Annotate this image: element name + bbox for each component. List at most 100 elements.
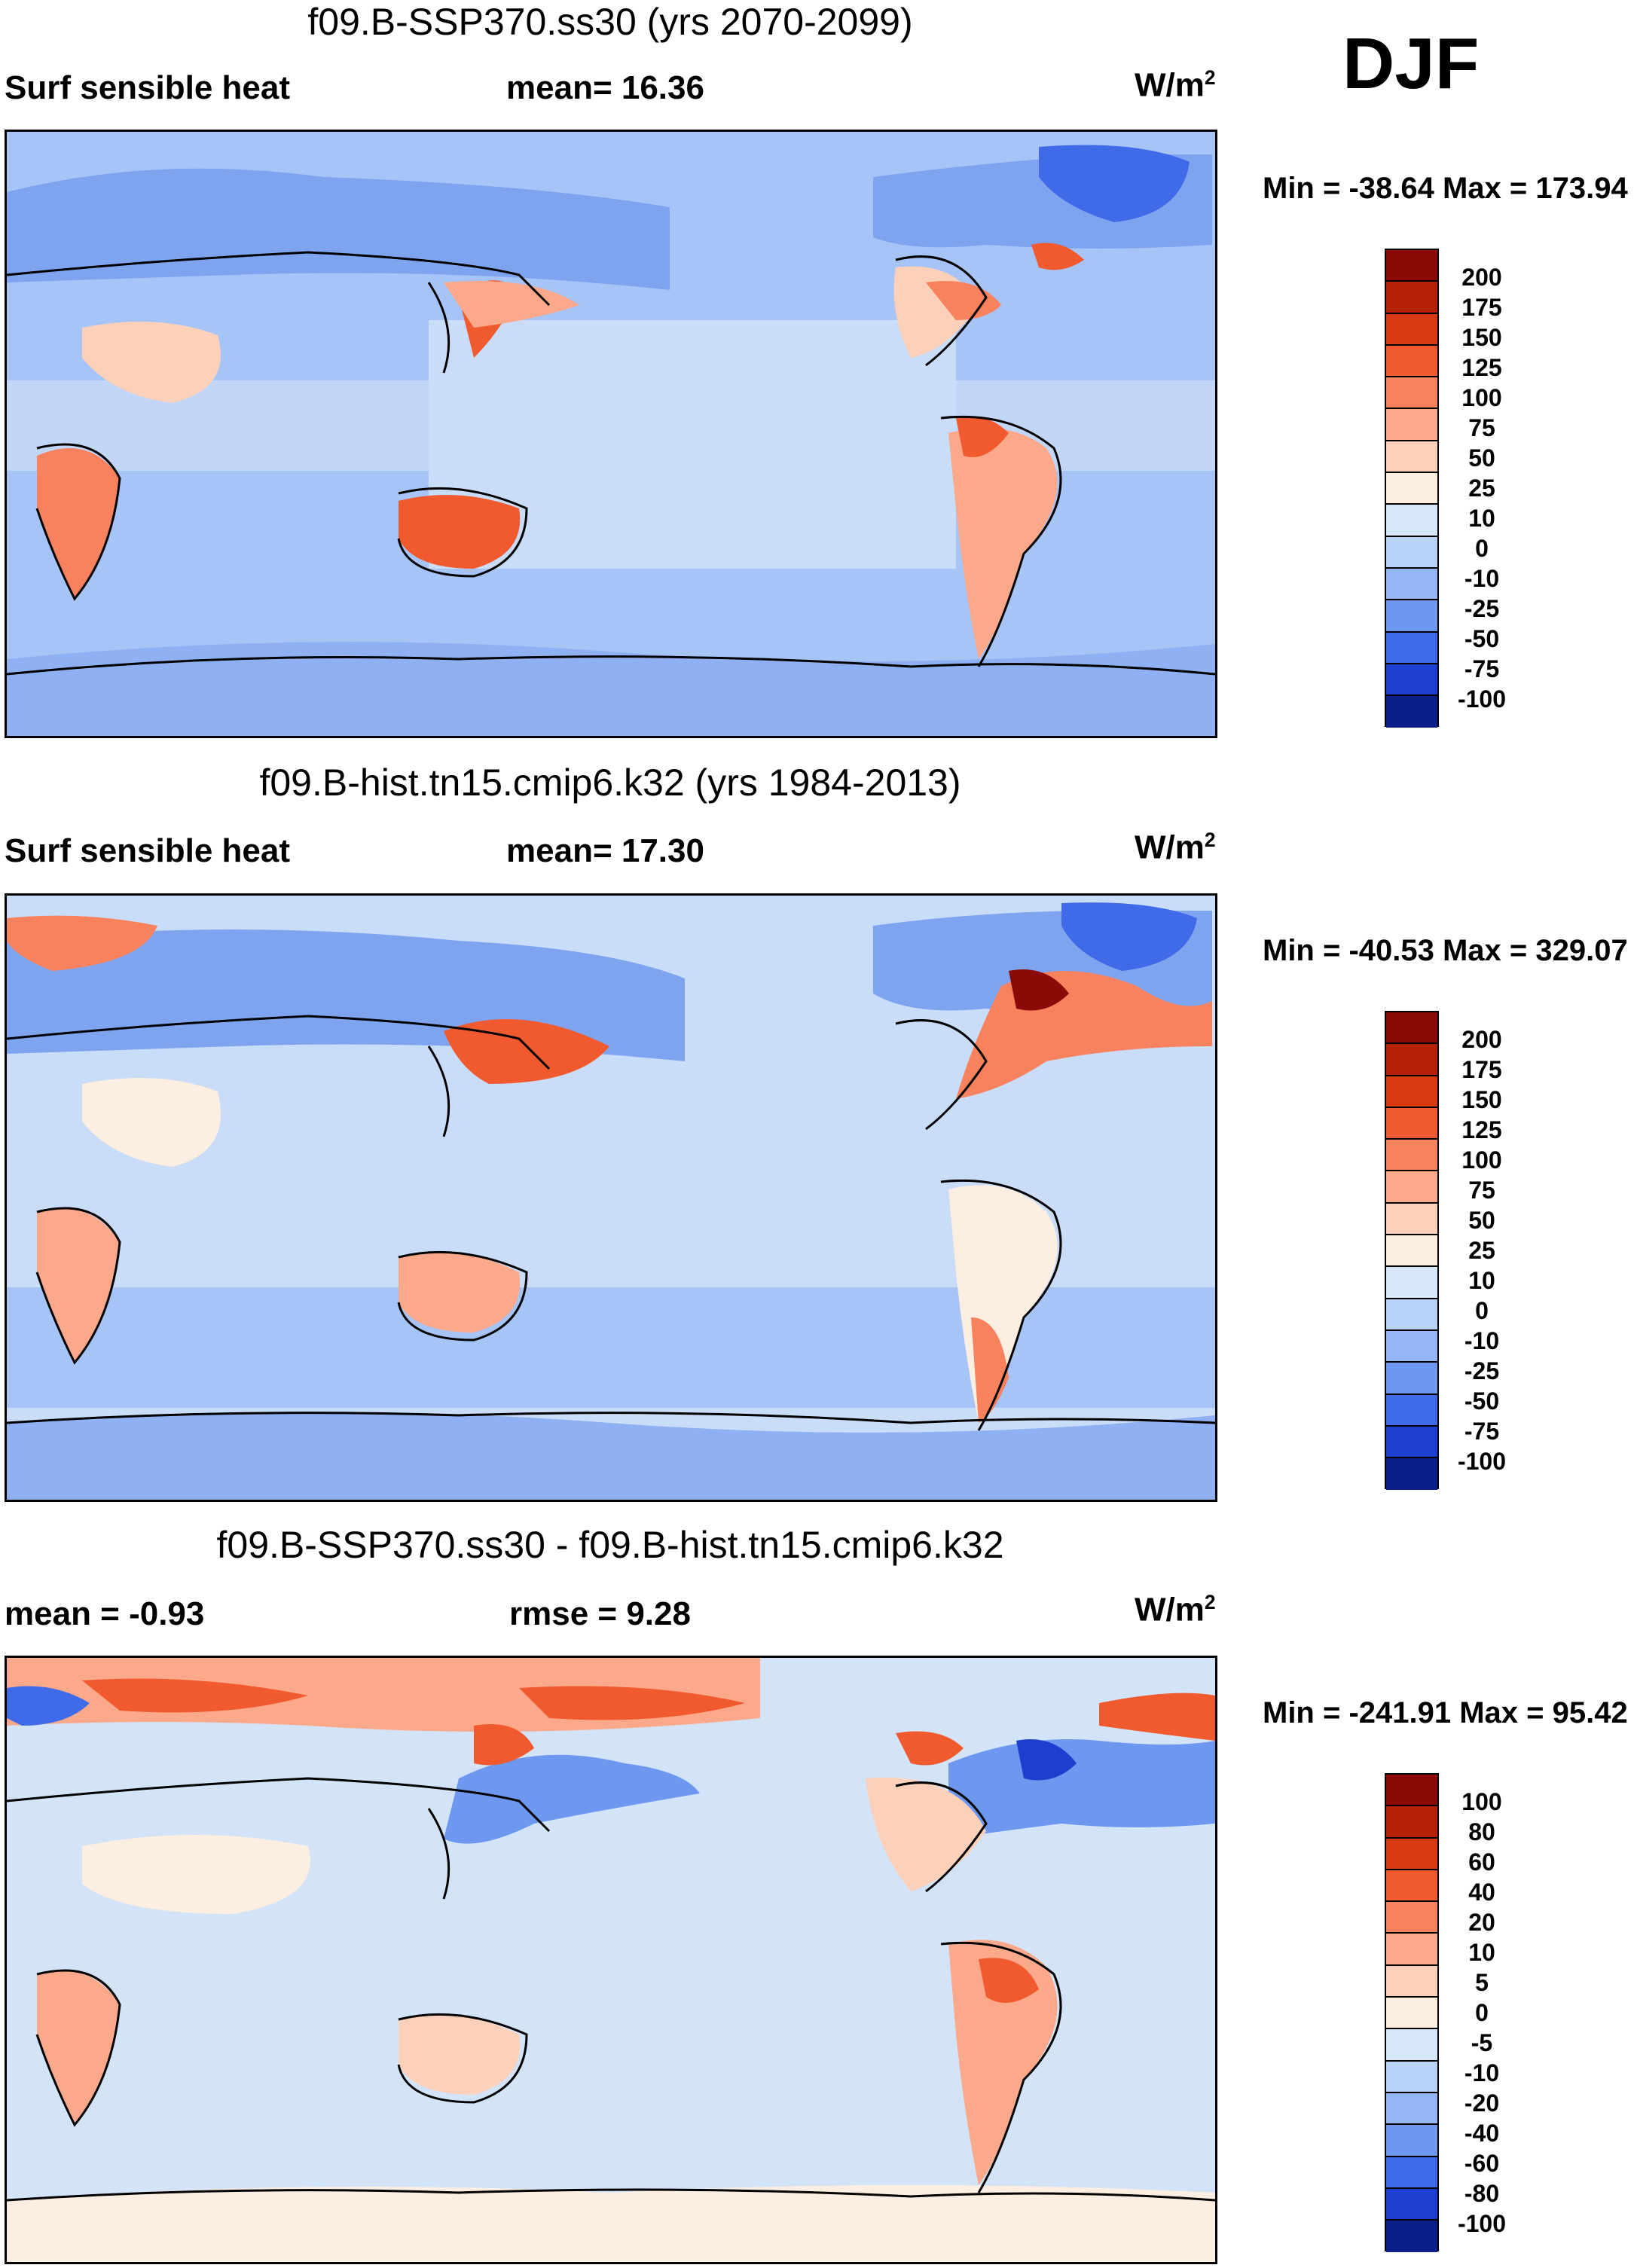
colorbar-tick: -25 [1464,595,1500,622]
colorbar-tick: 80 [1468,1818,1495,1845]
panel2-units: W/m2 [1135,829,1216,866]
colorbar-tick: 75 [1468,414,1495,441]
colorbar-swatch [1386,1299,1437,1331]
colorbar-tick: -40 [1464,2120,1500,2147]
colorbar-swatch [1386,1203,1437,1236]
colorbar-tick: -10 [1464,565,1500,592]
panel1-colorbar [1385,249,1439,728]
colorbar-swatch [1386,1806,1437,1839]
panel3-colorbar [1385,1773,1439,2253]
colorbar-swatch [1386,2188,1437,2221]
colorbar-tick: 25 [1468,475,1495,502]
colorbar-swatch [1386,345,1437,378]
colorbar-swatch [1386,1838,1437,1870]
colorbar-swatch [1386,632,1437,664]
colorbar-tick: -75 [1464,655,1500,682]
colorbar-swatch [1386,2221,1437,2253]
colorbar-tick: -25 [1464,1357,1500,1384]
colorbar-swatch [1386,1107,1437,1140]
colorbar-tick: 75 [1468,1177,1495,1204]
panel2-title: f09.B-hist.tn15.cmip6.k32 (yrs 1984-2013… [259,762,961,804]
panel1-map [5,130,1217,738]
colorbar-swatch [1386,536,1437,569]
colorbar-tick: -60 [1464,2150,1500,2177]
colorbar-swatch [1386,2061,1437,2093]
colorbar-tick: -50 [1464,1387,1500,1415]
colorbar-swatch [1386,1934,1437,1966]
panel1-variable-label: Surf sensible heat [5,69,291,106]
colorbar-tick: 5 [1475,1969,1489,1996]
colorbar-swatch [1386,2157,1437,2189]
colorbar-swatch [1386,1171,1437,1204]
panel1-min-max: Min = -38.64 Max = 173.94 [1263,172,1628,205]
colorbar-swatch [1386,473,1437,505]
colorbar-swatch [1386,1998,1437,2030]
colorbar-tick: -20 [1464,2089,1500,2117]
colorbar-swatch [1386,664,1437,697]
colorbar-tick: -100 [1457,2210,1507,2237]
colorbar-swatch [1386,250,1437,282]
colorbar-tick: 10 [1468,1939,1495,1966]
colorbar-tick: 60 [1468,1848,1495,1876]
colorbar-tick: -50 [1464,625,1500,652]
colorbar-tick: 150 [1461,324,1502,351]
colorbar-tick: 175 [1461,1056,1502,1083]
colorbar-tick: 0 [1475,1297,1489,1324]
colorbar-tick: 125 [1461,1116,1502,1143]
season-label: DJF [1342,23,1480,104]
colorbar-swatch [1386,1965,1437,1998]
colorbar-tick: -100 [1457,1448,1507,1475]
colorbar-swatch [1386,568,1437,601]
colorbar-swatch [1386,1140,1437,1172]
colorbar-swatch [1386,409,1437,441]
colorbar-tick: 175 [1461,294,1502,321]
colorbar-tick: -10 [1464,2059,1500,2086]
colorbar-tick: 100 [1461,384,1502,411]
colorbar-tick: 20 [1468,1909,1495,1936]
colorbar-swatch [1386,1775,1437,1807]
colorbar-tick: 100 [1461,1146,1502,1174]
colorbar-swatch [1386,377,1437,410]
colorbar-tick: -80 [1464,2180,1500,2207]
colorbar-tick: 10 [1468,505,1495,532]
panel2-map [5,893,1217,1502]
colorbar-swatch [1386,2125,1437,2157]
panel3-mean-label: mean = -0.93 [5,1595,205,1632]
colorbar-swatch [1386,1076,1437,1108]
colorbar-tick: 0 [1475,535,1489,562]
colorbar-swatch [1386,1044,1437,1076]
colorbar-tick: -5 [1471,2029,1493,2056]
colorbar-tick: 50 [1468,1207,1495,1234]
colorbar-swatch [1386,1235,1437,1268]
colorbar-swatch [1386,1426,1437,1459]
colorbar-tick: 100 [1461,1788,1502,1815]
panel2-colorbar [1385,1011,1439,1491]
panel2-min-max: Min = -40.53 Max = 329.07 [1263,934,1628,967]
colorbar-swatch [1386,505,1437,537]
colorbar-swatch [1386,2092,1437,2126]
colorbar-swatch [1386,441,1437,474]
panel3-units: W/m2 [1135,1591,1216,1629]
colorbar-tick: 200 [1461,264,1502,291]
colorbar-swatch [1386,696,1437,728]
colorbar-swatch [1386,1363,1437,1395]
colorbar-tick: 0 [1475,1999,1489,2026]
colorbar-tick: 150 [1461,1086,1502,1113]
colorbar-tick: 25 [1468,1237,1495,1264]
colorbar-swatch [1386,1012,1437,1045]
panel3-map [5,1656,1217,2264]
colorbar-tick: 40 [1468,1879,1495,1906]
colorbar-tick: 10 [1468,1267,1495,1294]
colorbar-swatch [1386,1267,1437,1299]
panel2-mean-label: mean= 17.30 [506,832,704,869]
colorbar-tick: 125 [1461,354,1502,381]
panel2-variable-label: Surf sensible heat [5,832,291,869]
colorbar-tick: 50 [1468,444,1495,472]
colorbar-swatch [1386,282,1437,314]
colorbar-swatch [1386,1394,1437,1427]
colorbar-tick: -100 [1457,685,1507,713]
colorbar-swatch [1386,1870,1437,1903]
colorbar-swatch [1386,1458,1437,1491]
panel1-units: W/m2 [1135,66,1216,104]
panel3-min-max: Min = -241.91 Max = 95.42 [1263,1696,1628,1729]
